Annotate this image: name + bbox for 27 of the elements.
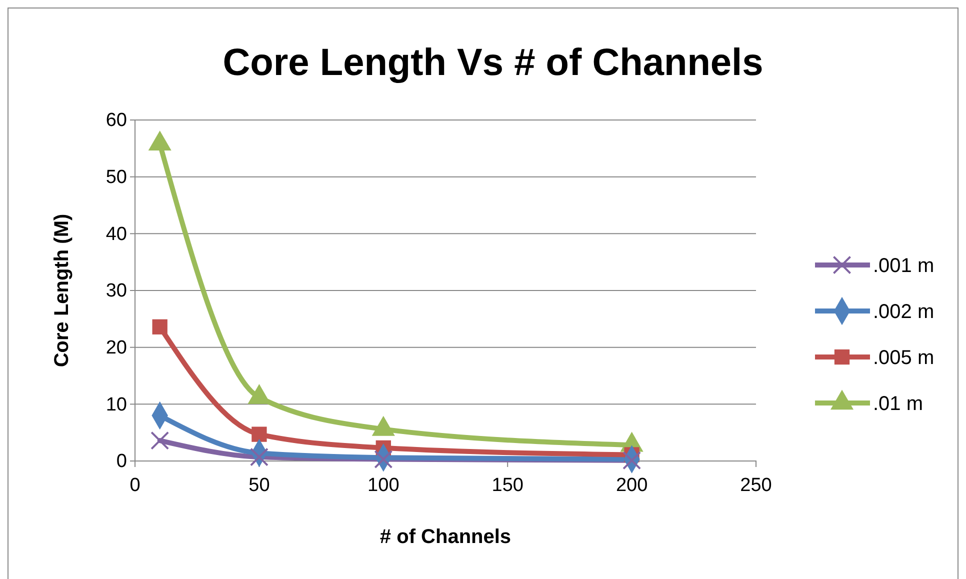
x-tick-label: 200 <box>616 474 648 496</box>
x-tick-label: 0 <box>130 474 140 496</box>
point <box>148 130 172 151</box>
legend-label: .002 m <box>873 301 934 323</box>
point <box>374 450 393 469</box>
y-axis-title: Core Length (M) <box>51 214 73 368</box>
legend-label: .001 m <box>873 255 934 277</box>
legend-label: .01 m <box>873 393 924 415</box>
x-tick-label: 250 <box>740 474 772 496</box>
y-tick-label: 10 <box>106 394 127 416</box>
y-tick-label: 30 <box>106 280 127 302</box>
chart-title: Core Length Vs # of Channels <box>222 42 764 84</box>
x-axis-title: # of Channels <box>380 526 512 548</box>
point <box>252 426 267 442</box>
point <box>152 319 168 334</box>
x-tick-label: 50 <box>248 474 270 496</box>
y-tick-label: 50 <box>106 166 127 188</box>
y-tick-label: 0 <box>116 451 127 472</box>
y-tick-label: 40 <box>106 224 127 245</box>
point <box>250 448 268 466</box>
point <box>622 451 642 470</box>
legend-label: .005 m <box>873 347 934 369</box>
point <box>150 431 170 450</box>
x-tick-label: 100 <box>368 474 400 496</box>
x-tick-label: 150 <box>492 474 524 496</box>
y-tick-label: 60 <box>106 110 127 132</box>
y-tick-label: 20 <box>106 337 127 358</box>
